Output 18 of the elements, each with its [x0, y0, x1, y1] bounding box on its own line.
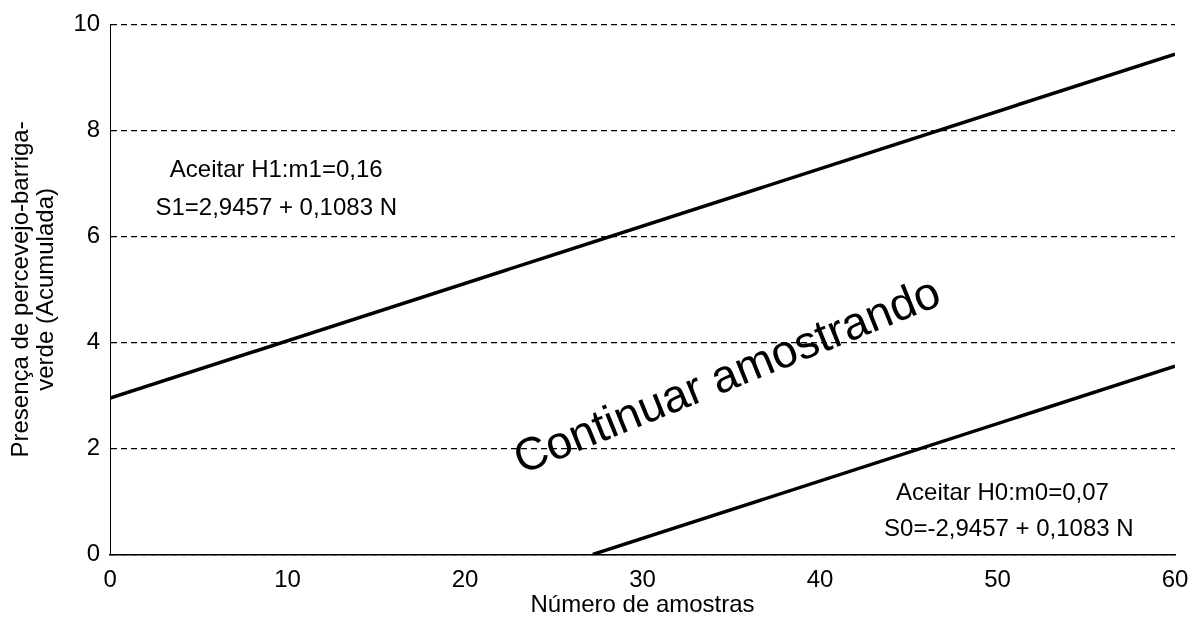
- x-tick-label: 50: [984, 565, 1011, 593]
- annotation: Aceitar H0:m0=0,07: [896, 477, 1109, 505]
- y-tick-label: 2: [86, 433, 101, 461]
- x-tick-label: 10: [274, 565, 301, 593]
- y-tick-label: 6: [86, 221, 101, 249]
- annotation: Aceitar H1:m1=0,16: [169, 155, 383, 183]
- y-tick-label: 10: [73, 9, 101, 37]
- y-tick-label: 0: [86, 539, 101, 567]
- x-tick-label: 60: [1161, 565, 1189, 593]
- y-tick-label: 4: [86, 327, 101, 355]
- x-tick-label: 30: [629, 565, 656, 593]
- annotation: S1=2,9457 + 0,1083 N: [155, 192, 397, 220]
- annotation: S0=-2,9457 + 0,1083 N: [884, 513, 1134, 541]
- x-tick-label: 20: [451, 565, 479, 593]
- x-axis-title: Número de amostras: [530, 590, 755, 618]
- x-tick-label: 40: [806, 565, 834, 593]
- y-axis-title: Presença de percevejo-barriga-verde (Acumulada): [6, 121, 59, 458]
- y-tick-label: 8: [86, 115, 101, 143]
